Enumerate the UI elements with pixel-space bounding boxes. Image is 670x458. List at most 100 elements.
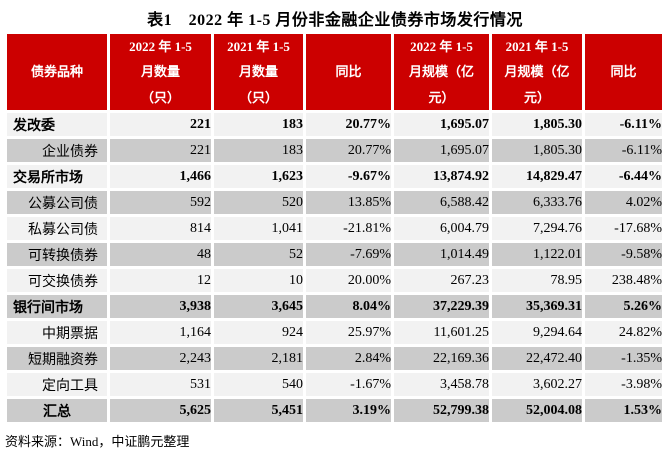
qty-2021-cell: 924	[214, 321, 303, 345]
scale-2021-cell: 9,294.64	[492, 321, 582, 345]
scale-2021-cell: 3,602.27	[492, 373, 582, 397]
scale-2021-cell: 1,805.30	[492, 139, 582, 163]
scale-2021-cell: 1,122.01	[492, 243, 582, 267]
table-row-public-corp-bond: 公募公司债 592 520 13.85% 6,588.42 6,333.76 4…	[7, 191, 662, 215]
scale-2021-cell: 14,829.47	[492, 165, 582, 189]
col-header-scale-2021: 2021 年 1-5 月规模（亿 元）	[492, 34, 582, 111]
qty-2021-cell: 520	[214, 191, 303, 215]
scale-2021-cell: 52,004.08	[492, 399, 582, 423]
scale-2021-cell: 7,294.76	[492, 217, 582, 241]
row-label: 私募公司债	[7, 217, 107, 241]
table-row-enterprise-bond: 企业债券 221 183 20.77% 1,695.07 1,805.30 -6…	[7, 139, 662, 163]
header-row: 债券品种 2022 年 1-5 月数量 （只） 2021 年 1-5 月数量 （…	[7, 34, 662, 111]
qty-2021-cell: 183	[214, 113, 303, 137]
qty-2021-cell: 1,623	[214, 165, 303, 189]
row-label: 可转换债券	[7, 243, 107, 267]
col-header-qty-2022: 2022 年 1-5 月数量 （只）	[110, 34, 211, 111]
qty-yoy-cell: 13.85%	[306, 191, 391, 215]
row-label: 中期票据	[7, 321, 107, 345]
bond-issuance-table: 债券品种 2022 年 1-5 月数量 （只） 2021 年 1-5 月数量 （…	[4, 31, 665, 426]
scale-2022-cell: 3,458.78	[394, 373, 489, 397]
scale-2021-cell: 78.95	[492, 269, 582, 293]
qty-yoy-cell: -7.69%	[306, 243, 391, 267]
scale-yoy-cell: 24.82%	[585, 321, 662, 345]
scale-2021-cell: 1,805.30	[492, 113, 582, 137]
scale-yoy-cell: -3.98%	[585, 373, 662, 397]
scale-2022-cell: 52,799.38	[394, 399, 489, 423]
scale-yoy-cell: 238.48%	[585, 269, 662, 293]
qty-2022-cell: 48	[110, 243, 211, 267]
qty-yoy-cell: -9.67%	[306, 165, 391, 189]
qty-2021-cell: 1,041	[214, 217, 303, 241]
scale-2022-cell: 1,695.07	[394, 139, 489, 163]
qty-yoy-cell: 3.19%	[306, 399, 391, 423]
row-label: 发改委	[7, 113, 107, 137]
scale-2022-cell: 6,004.79	[394, 217, 489, 241]
qty-2022-cell: 221	[110, 139, 211, 163]
scale-yoy-cell: -9.58%	[585, 243, 662, 267]
qty-yoy-cell: 25.97%	[306, 321, 391, 345]
qty-2021-cell: 10	[214, 269, 303, 293]
qty-2022-cell: 1,164	[110, 321, 211, 345]
row-label: 银行间市场	[7, 295, 107, 319]
qty-2022-cell: 592	[110, 191, 211, 215]
scale-2021-cell: 35,369.31	[492, 295, 582, 319]
qty-yoy-cell: 20.77%	[306, 139, 391, 163]
col-header-scale-2022: 2022 年 1-5 月规模（亿 元）	[394, 34, 489, 111]
qty-yoy-cell: 8.04%	[306, 295, 391, 319]
col-header-qty-yoy: 同比	[306, 34, 391, 111]
scale-yoy-cell: -1.35%	[585, 347, 662, 371]
scale-yoy-cell: 5.26%	[585, 295, 662, 319]
scale-2022-cell: 11,601.25	[394, 321, 489, 345]
qty-yoy-cell: 2.84%	[306, 347, 391, 371]
scale-yoy-cell: -6.44%	[585, 165, 662, 189]
qty-2021-cell: 2,181	[214, 347, 303, 371]
qty-2022-cell: 221	[110, 113, 211, 137]
scale-2022-cell: 6,588.42	[394, 191, 489, 215]
col-header-scale-yoy: 同比	[585, 34, 662, 111]
table-row-convertible-bond: 可转换债券 48 52 -7.69% 1,014.49 1,122.01 -9.…	[7, 243, 662, 267]
row-label: 交易所市场	[7, 165, 107, 189]
table-row-exchange-market: 交易所市场 1,466 1,623 -9.67% 13,874.92 14,82…	[7, 165, 662, 189]
qty-2022-cell: 814	[110, 217, 211, 241]
scale-yoy-cell: -17.68%	[585, 217, 662, 241]
row-label: 企业债券	[7, 139, 107, 163]
table-row-exchangeable-bond: 可交换债券 12 10 20.00% 267.23 78.95 238.48%	[7, 269, 662, 293]
scale-2022-cell: 1,014.49	[394, 243, 489, 267]
qty-2022-cell: 3,938	[110, 295, 211, 319]
qty-2022-cell: 5,625	[110, 399, 211, 423]
row-label: 汇总	[7, 399, 107, 423]
scale-2022-cell: 13,874.92	[394, 165, 489, 189]
col-header-qty-2021: 2021 年 1-5 月数量 （只）	[214, 34, 303, 111]
qty-yoy-cell: -1.67%	[306, 373, 391, 397]
row-label: 公募公司债	[7, 191, 107, 215]
scale-2022-cell: 267.23	[394, 269, 489, 293]
col-header-bond-type: 债券品种	[7, 34, 107, 111]
table-row-total: 汇总 5,625 5,451 3.19% 52,799.38 52,004.08…	[7, 399, 662, 423]
row-label: 短期融资券	[7, 347, 107, 371]
qty-2021-cell: 540	[214, 373, 303, 397]
table-row-scp: 短期融资券 2,243 2,181 2.84% 22,169.36 22,472…	[7, 347, 662, 371]
qty-2021-cell: 52	[214, 243, 303, 267]
table-body: 发改委 221 183 20.77% 1,695.07 1,805.30 -6.…	[7, 113, 662, 423]
scale-yoy-cell: -6.11%	[585, 139, 662, 163]
table-row-ndrc: 发改委 221 183 20.77% 1,695.07 1,805.30 -6.…	[7, 113, 662, 137]
scale-2022-cell: 1,695.07	[394, 113, 489, 137]
qty-yoy-cell: 20.00%	[306, 269, 391, 293]
qty-2021-cell: 3,645	[214, 295, 303, 319]
qty-yoy-cell: -21.81%	[306, 217, 391, 241]
table-title: 表1 2022 年 1-5 月份非金融企业债券市场发行情况	[147, 12, 523, 29]
row-label: 定向工具	[7, 373, 107, 397]
scale-yoy-cell: -6.11%	[585, 113, 662, 137]
qty-2021-cell: 183	[214, 139, 303, 163]
table-row-ppn: 定向工具 531 540 -1.67% 3,458.78 3,602.27 -3…	[7, 373, 662, 397]
qty-2022-cell: 1,466	[110, 165, 211, 189]
table-row-mtn: 中期票据 1,164 924 25.97% 11,601.25 9,294.64…	[7, 321, 662, 345]
scale-yoy-cell: 4.02%	[585, 191, 662, 215]
scale-2021-cell: 6,333.76	[492, 191, 582, 215]
table-row-private-corp-bond: 私募公司债 814 1,041 -21.81% 6,004.79 7,294.7…	[7, 217, 662, 241]
scale-2022-cell: 22,169.36	[394, 347, 489, 371]
qty-2021-cell: 5,451	[214, 399, 303, 423]
qty-2022-cell: 2,243	[110, 347, 211, 371]
